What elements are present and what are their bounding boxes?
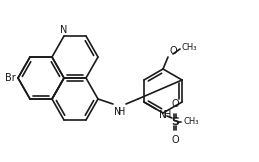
Text: CH₃: CH₃ — [184, 117, 199, 127]
Text: O: O — [171, 99, 179, 109]
Text: O: O — [171, 135, 179, 145]
Text: N: N — [159, 110, 166, 120]
Text: N: N — [114, 107, 121, 117]
Text: H: H — [164, 110, 171, 120]
Text: O: O — [169, 46, 177, 56]
Text: Br: Br — [5, 73, 16, 83]
Text: S: S — [171, 117, 179, 127]
Text: N: N — [60, 25, 68, 35]
Text: H: H — [118, 107, 125, 117]
Text: CH₃: CH₃ — [182, 42, 198, 52]
